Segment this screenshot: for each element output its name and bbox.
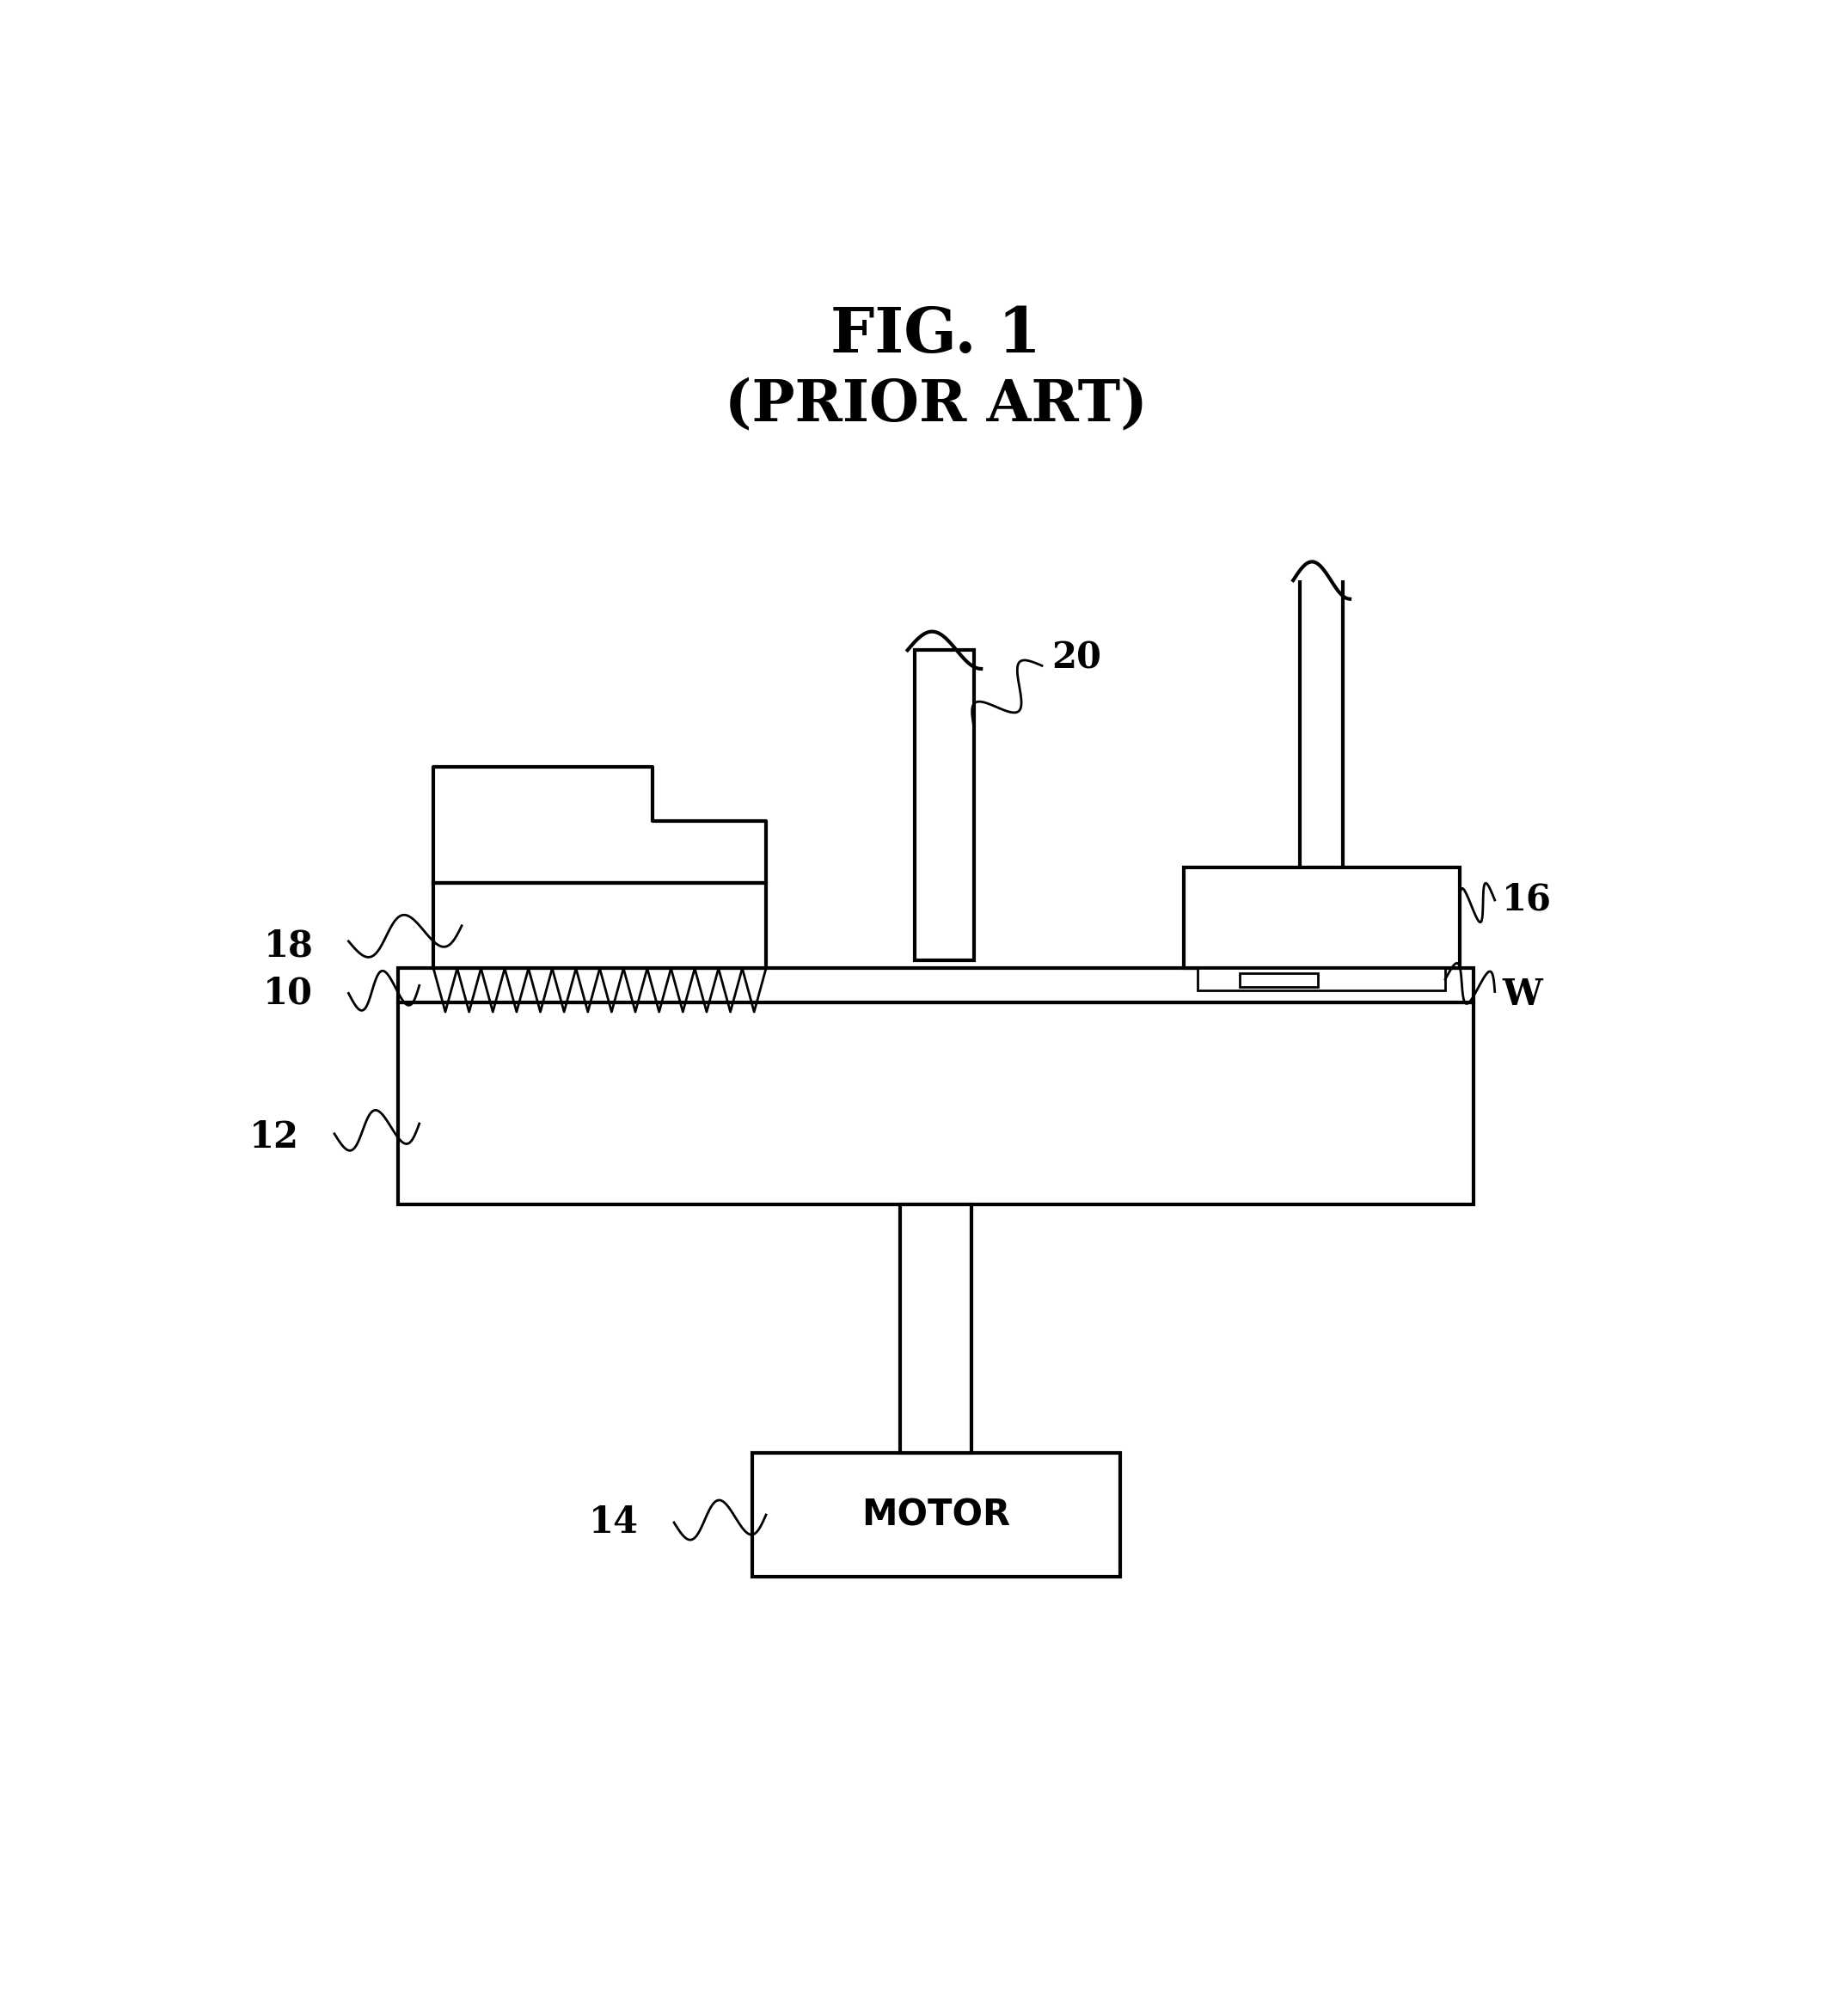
Text: (PRIOR ART): (PRIOR ART) (725, 377, 1147, 433)
Text: W: W (1503, 976, 1543, 1012)
Bar (1198, 968, 1446, 990)
Text: 20: 20 (1052, 639, 1101, 675)
Text: 18: 18 (263, 927, 314, 964)
Text: 10: 10 (263, 976, 314, 1012)
Bar (752, 1454, 1119, 1577)
Bar (433, 883, 767, 968)
Text: 14: 14 (588, 1504, 639, 1540)
Text: MOTOR: MOTOR (862, 1496, 1010, 1532)
Text: 12: 12 (248, 1119, 299, 1155)
Bar (1183, 867, 1459, 968)
Bar (398, 968, 1474, 1002)
Polygon shape (433, 766, 767, 883)
Bar (915, 651, 973, 962)
Text: 16: 16 (1503, 883, 1552, 917)
Bar (900, 1204, 971, 1454)
Bar (1240, 974, 1318, 988)
Text: FIG. 1: FIG. 1 (831, 304, 1041, 365)
Bar (398, 1002, 1474, 1204)
